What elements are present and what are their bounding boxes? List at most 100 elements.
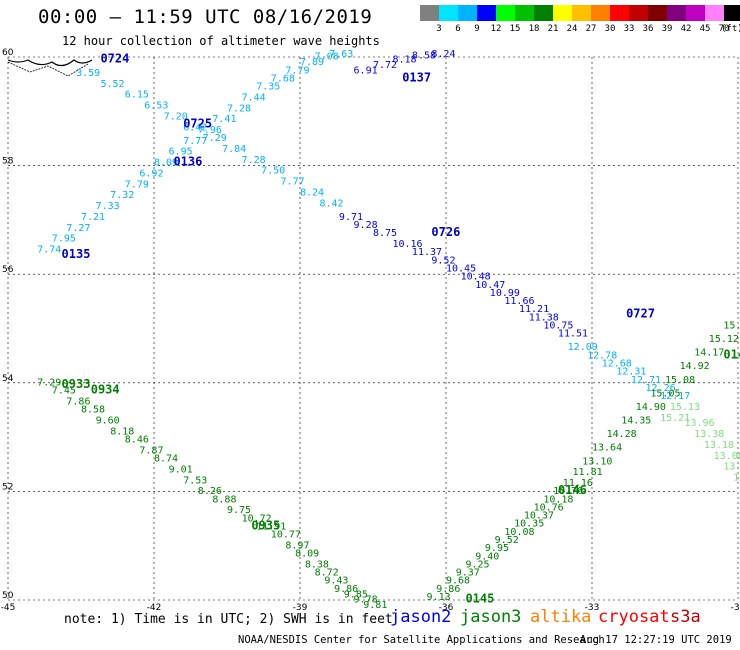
legend-swatch xyxy=(629,5,648,21)
pass-time-label: 0146 xyxy=(558,483,587,497)
wave-height-value: 6.95 xyxy=(169,147,193,158)
wave-height-value: 14.90 xyxy=(636,402,666,413)
legend-swatch xyxy=(572,5,591,21)
wave-height-value: 7.32 xyxy=(110,190,134,201)
wave-height-value: 7.08 xyxy=(315,52,339,63)
tick-labels: -45 -42 -39 -36 -33 -30 50 52 54 56 58 60 xyxy=(1,48,740,613)
wave-height-value: 11.16 xyxy=(563,478,593,489)
wave-height-value: 10.35 xyxy=(514,519,544,530)
wave-height-value: 8.97 xyxy=(285,540,309,551)
wave-height-value: 9.52 xyxy=(431,255,455,266)
wave-height-value: 10.99 xyxy=(490,288,520,299)
legend-swatch xyxy=(496,5,515,21)
x-tick-label: -39 xyxy=(293,603,308,613)
wave-height-value: 7.35 xyxy=(256,82,280,93)
legend-label: 27 xyxy=(585,24,597,34)
pass-time-label: 0135 xyxy=(62,247,91,261)
wave-height-value: 11.51 xyxy=(558,329,588,340)
wave-height-value: 14.28 xyxy=(607,429,637,440)
x-tick-label: -30 xyxy=(731,603,740,613)
pass-time-label: 0933 xyxy=(62,377,91,391)
wave-height-value: 12.46 xyxy=(733,473,740,484)
wave-height-value: 10.48 xyxy=(461,272,491,283)
wave-height-value: 7.28 xyxy=(242,155,266,166)
wave-height-value: 12.31 xyxy=(616,367,646,378)
wave-height-value: 10.08 xyxy=(504,527,534,538)
legend-swatch xyxy=(591,5,610,21)
legend-label: 21 xyxy=(547,24,559,34)
wave-height-value: 15.12 xyxy=(709,334,739,345)
wave-height-value: 12.26 xyxy=(646,383,676,394)
wave-height-value: 10.37 xyxy=(524,511,554,522)
wave-height-value: 8.74 xyxy=(154,454,178,465)
wave-height-value: 9.85 xyxy=(344,589,368,600)
wave-height-value: 8.38 xyxy=(305,559,329,570)
y-tick-label: 58 xyxy=(2,157,14,167)
pass-time-label: 0726 xyxy=(431,225,460,239)
wave-height-value: 11.38 xyxy=(529,312,559,323)
wave-height-value: 9.86 xyxy=(334,584,358,595)
y-tick-label: 54 xyxy=(2,374,14,384)
wave-height-value: 7.28 xyxy=(227,103,251,114)
legend-label: 9 xyxy=(474,24,480,34)
wave-height-value: 7.68 xyxy=(271,73,295,84)
wave-height-value: 13.64 xyxy=(592,443,622,454)
wave-height-value: 7.20 xyxy=(164,111,188,122)
wave-height-value: 7.74 xyxy=(37,244,61,255)
wave-height-value: 8.75 xyxy=(373,228,397,239)
wave-height-value: 7.96 xyxy=(198,125,222,136)
legend-swatch xyxy=(534,5,553,21)
legend-swatch xyxy=(648,5,667,21)
wave-height-value: 8.18 xyxy=(392,54,416,65)
y-tick-label: 50 xyxy=(2,591,14,601)
legend-unit: (ft) xyxy=(721,24,740,34)
wave-height-value: 7.53 xyxy=(183,475,207,486)
wave-height-value: 13.96 xyxy=(684,418,714,429)
legend-label: 15 xyxy=(509,24,521,34)
wave-height-value: 9.25 xyxy=(465,559,489,570)
wave-height-value: 8.58 xyxy=(412,51,436,62)
wave-height-value: 10.18 xyxy=(543,494,573,505)
wave-height-value: 14.92 xyxy=(680,361,710,372)
wave-height-value: 15.13 xyxy=(670,402,700,413)
wave-height-value: 8.24 xyxy=(431,49,455,60)
wave-height-value: 14.17 xyxy=(694,348,724,359)
y-tick-label: 52 xyxy=(2,482,13,492)
wave-height-value: 9.78 xyxy=(354,595,378,606)
wave-height-value: 10.47 xyxy=(475,280,505,291)
satellite-jason2: jason2 xyxy=(390,607,452,627)
y-tick-label: 60 xyxy=(2,48,14,58)
wave-height-value: 9.40 xyxy=(475,551,499,562)
pass-time-label: 0137 xyxy=(402,70,431,84)
wave-height-value: 8.42 xyxy=(319,198,343,209)
wave-height-value: 8.72 xyxy=(315,568,339,579)
legend-swatch xyxy=(439,5,458,21)
wave-height-value: 9.43 xyxy=(324,576,348,587)
legend-label: 24 xyxy=(566,24,578,34)
satellite-jason3: jason3 xyxy=(460,607,522,627)
x-tick-label: -36 xyxy=(439,603,454,613)
wave-height-value: 9.60 xyxy=(96,416,120,427)
pass-time-label: 0935 xyxy=(251,518,280,532)
wave-height-value: 6.53 xyxy=(144,101,168,112)
wave-height-value: 7.29 xyxy=(37,378,61,389)
wave-height-value: 8.09 xyxy=(295,549,319,560)
wave-height-value: 6.15 xyxy=(125,90,149,101)
wave-height-value: 15.05 xyxy=(650,388,680,399)
wave-height-value: 13.38 xyxy=(694,429,724,440)
wave-height-value: 5.52 xyxy=(100,79,124,90)
satellite-altika: altika xyxy=(530,607,592,627)
wave-height-value: 7.95 xyxy=(52,234,76,245)
wave-height-value: 9.86 xyxy=(436,584,460,595)
y-tick-label: 56 xyxy=(2,265,14,275)
wave-height-value: 11.81 xyxy=(573,467,603,478)
wave-height-value: 9.71 xyxy=(339,212,363,223)
footer-note: note: 1) Time is in UTC; 2) SWH is in fe… xyxy=(64,612,393,627)
wave-height-value: 12.17 xyxy=(660,391,690,402)
legend-label: 33 xyxy=(623,24,635,34)
legend-label: 39 xyxy=(661,24,673,34)
wave-height-value: 7.21 xyxy=(81,212,105,223)
legend-swatch xyxy=(515,5,534,21)
wave-height-value: 9.81 xyxy=(363,600,387,611)
x-tick-label: -33 xyxy=(585,603,600,613)
